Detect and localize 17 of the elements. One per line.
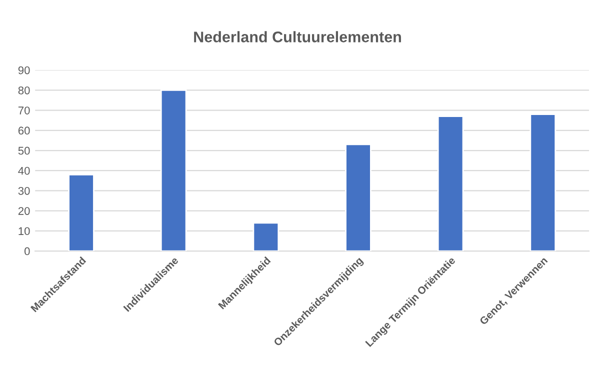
y-tick-label: 30: [18, 186, 30, 195]
bar: [160, 90, 187, 252]
y-tick-label: 10: [18, 227, 30, 236]
y-tick-label: 80: [18, 86, 30, 94]
y-tick-label: 70: [18, 106, 30, 114]
y-tick-label: 90: [18, 66, 30, 74]
bar: [68, 174, 94, 252]
y-tick-label: 60: [18, 126, 30, 135]
bar: [437, 116, 464, 252]
bar: [252, 222, 280, 252]
y-tick-label: 0: [24, 247, 30, 256]
y-tick-label: 50: [18, 146, 30, 155]
bar: [530, 114, 556, 252]
y-tick-label: 40: [18, 166, 30, 175]
chart-title: Nederland Cultuurelementen: [194, 31, 401, 42]
y-tick-label: 20: [18, 207, 30, 215]
bar: [345, 144, 372, 252]
